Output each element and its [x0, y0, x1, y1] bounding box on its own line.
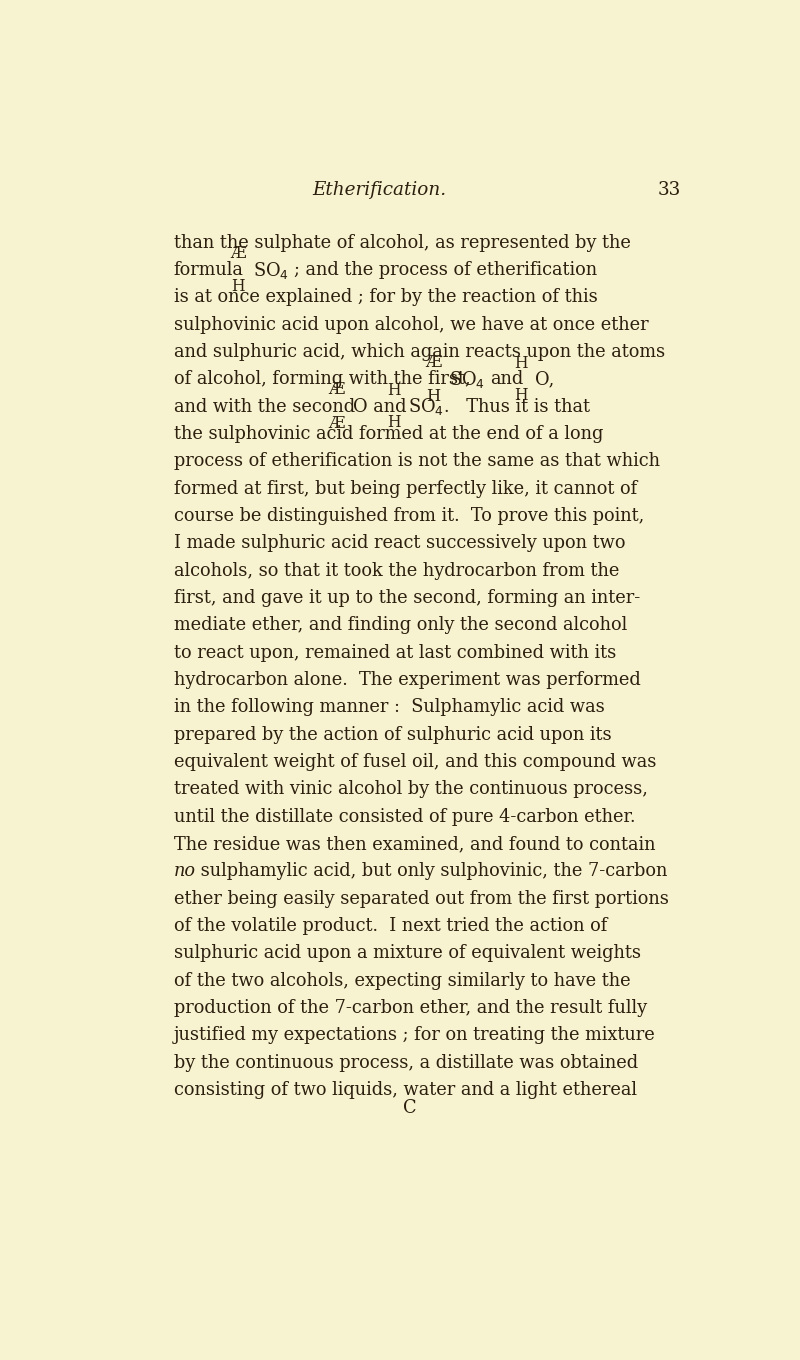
Text: in the following manner :  Sulphamylic acid was: in the following manner : Sulphamylic ac… [174, 699, 604, 717]
Text: O,: O, [534, 370, 554, 389]
Text: sulphamylic acid, but only sulphovinic, the 7-carbon: sulphamylic acid, but only sulphovinic, … [195, 862, 667, 880]
Text: and: and [490, 370, 523, 389]
Text: equivalent weight of fusel oil, and this compound was: equivalent weight of fusel oil, and this… [174, 753, 656, 771]
Text: until the distillate consisted of pure 4-carbon ether.: until the distillate consisted of pure 4… [174, 808, 635, 826]
Text: formed at first, but being perfectly like, it cannot of: formed at first, but being perfectly lik… [174, 480, 637, 498]
Text: sulphovinic acid upon alcohol, we have at once ether: sulphovinic acid upon alcohol, we have a… [174, 316, 648, 333]
Text: SO$_4$: SO$_4$ [449, 369, 485, 390]
Text: ; and the process of etherification: ; and the process of etherification [294, 261, 598, 279]
Text: H: H [514, 355, 528, 371]
Text: than the sulphate of alcohol, as represented by the: than the sulphate of alcohol, as represe… [174, 234, 630, 252]
Text: SO$_4$.: SO$_4$. [409, 396, 450, 418]
Text: H: H [387, 382, 401, 398]
Text: Æ: Æ [328, 415, 345, 432]
Text: to react upon, remained at last combined with its: to react upon, remained at last combined… [174, 643, 616, 662]
Text: formula: formula [174, 261, 243, 279]
Text: The residue was then examined, and found to contain: The residue was then examined, and found… [174, 835, 655, 853]
Text: prepared by the action of sulphuric acid upon its: prepared by the action of sulphuric acid… [174, 726, 611, 744]
Text: mediate ether, and finding only the second alcohol: mediate ether, and finding only the seco… [174, 616, 627, 634]
Text: is at once explained ; for by the reaction of this: is at once explained ; for by the reacti… [174, 288, 598, 306]
Text: H: H [231, 279, 245, 295]
Text: process of etherification is not the same as that which: process of etherification is not the sam… [174, 453, 660, 471]
Text: sulphuric acid upon a mixture of equivalent weights: sulphuric acid upon a mixture of equival… [174, 944, 641, 963]
Text: 33: 33 [658, 181, 682, 199]
Text: Etherification.: Etherification. [312, 181, 446, 199]
Text: Æ: Æ [328, 381, 345, 398]
Text: by the continuous process, a distillate was obtained: by the continuous process, a distillate … [174, 1054, 638, 1072]
Text: Thus it is that: Thus it is that [455, 397, 590, 416]
Text: first, and gave it up to the second, forming an inter-: first, and gave it up to the second, for… [174, 589, 640, 607]
Text: and sulphuric acid, which again reacts upon the atoms: and sulphuric acid, which again reacts u… [174, 343, 665, 360]
Text: alcohols, so that it took the hydrocarbon from the: alcohols, so that it took the hydrocarbo… [174, 562, 619, 579]
Text: H: H [514, 388, 528, 404]
Text: C: C [403, 1099, 417, 1117]
Text: I made sulphuric acid react successively upon two: I made sulphuric acid react successively… [174, 534, 625, 552]
Text: no: no [174, 862, 196, 880]
Text: production of the 7-carbon ether, and the result fully: production of the 7-carbon ether, and th… [174, 1000, 646, 1017]
Text: the sulphovinic acid formed at the end of a long: the sulphovinic acid formed at the end o… [174, 426, 603, 443]
Text: H: H [426, 388, 440, 405]
Text: Æ: Æ [425, 354, 442, 371]
Text: and with the second: and with the second [174, 397, 354, 416]
Text: of alcohol, forming with the first,: of alcohol, forming with the first, [174, 370, 470, 389]
Text: ether being easily separated out from the first portions: ether being easily separated out from th… [174, 889, 669, 907]
Text: of the two alcohols, expecting similarly to have the: of the two alcohols, expecting similarly… [174, 972, 630, 990]
Text: course be distinguished from it.  To prove this point,: course be distinguished from it. To prov… [174, 507, 644, 525]
Text: treated with vinic alcohol by the continuous process,: treated with vinic alcohol by the contin… [174, 781, 647, 798]
Text: SO$_4$: SO$_4$ [253, 260, 289, 280]
Text: H: H [387, 415, 401, 431]
Text: consisting of two liquids, water and a light ethereal: consisting of two liquids, water and a l… [174, 1081, 637, 1099]
Text: of the volatile product.  I next tried the action of: of the volatile product. I next tried th… [174, 917, 607, 936]
Text: hydrocarbon alone.  The experiment was performed: hydrocarbon alone. The experiment was pe… [174, 670, 640, 690]
Text: justified my expectations ; for on treating the mixture: justified my expectations ; for on treat… [174, 1027, 655, 1044]
Text: Æ: Æ [230, 245, 246, 262]
Text: O and: O and [354, 397, 407, 416]
